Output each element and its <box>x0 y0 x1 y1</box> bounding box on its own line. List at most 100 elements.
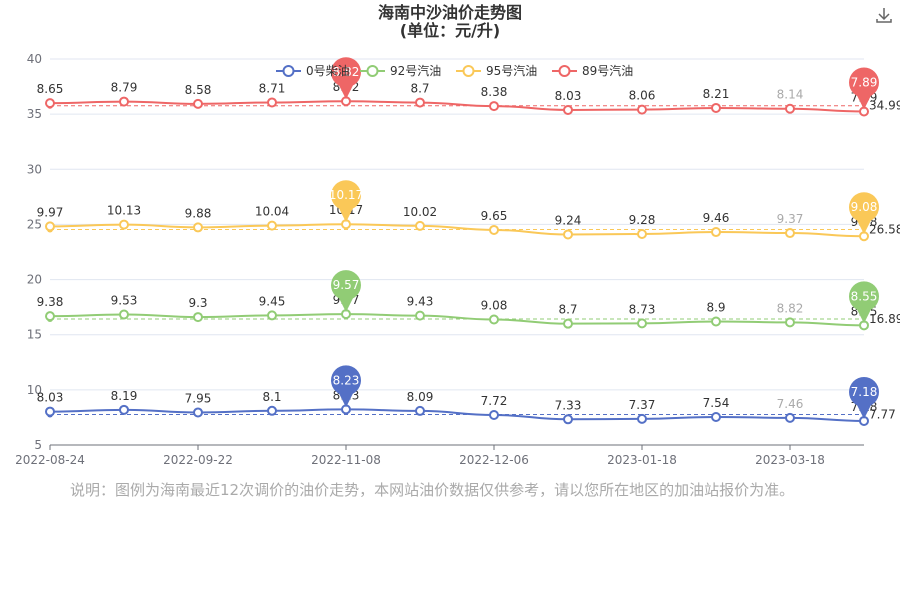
data-label: 9.65 <box>481 209 508 223</box>
data-label: 8.58 <box>185 83 212 97</box>
pin-label: 7.89 <box>851 75 878 89</box>
data-label: 8.09 <box>407 390 434 404</box>
data-point <box>563 104 573 115</box>
series-line <box>49 100 865 113</box>
data-point <box>119 404 129 415</box>
data-label: 9.08 <box>481 298 508 312</box>
data-label: 8.82 <box>777 301 804 315</box>
data-label: 9.24 <box>555 213 582 227</box>
footnote: 说明：图例为海南最近12次调价的油价走势，本网站油价数据仅供参考，请以您所在地区… <box>70 481 795 499</box>
data-label: 8.06 <box>629 89 656 103</box>
data-label: 10.02 <box>403 205 437 219</box>
average-label: 16.89 <box>869 312 900 326</box>
x-tick-label: 2022-09-22 <box>163 453 233 467</box>
data-label: 9.28 <box>629 213 656 227</box>
legend-item[interactable]: 92号汽油 <box>360 63 441 78</box>
max-pin: 10.17 <box>329 180 363 223</box>
chart-subtitle: (单位：元/升) <box>399 21 501 40</box>
y-tick-label: 20 <box>27 273 42 287</box>
data-point <box>785 103 795 114</box>
data-point <box>415 405 425 416</box>
legend-label: 92号汽油 <box>390 63 441 78</box>
data-point <box>267 405 277 416</box>
y-tick-label: 10 <box>27 383 42 397</box>
data-point <box>119 219 129 230</box>
y-tick-label: 25 <box>27 217 42 231</box>
data-label: 8.9 <box>706 300 725 314</box>
y-tick-label: 40 <box>27 52 42 66</box>
min-pin: 8.55 <box>849 281 879 324</box>
download-icon[interactable] <box>874 5 894 25</box>
min-pin: 7.89 <box>849 67 879 110</box>
data-point <box>785 228 795 239</box>
data-point <box>637 104 647 115</box>
data-label: 7.33 <box>555 398 582 412</box>
legend-label: 95号汽油 <box>486 63 537 78</box>
legend-marker <box>462 65 475 77</box>
chart-title: 海南中沙油价走势图 <box>377 3 522 22</box>
data-label: 7.54 <box>703 396 730 410</box>
data-label: 8.19 <box>111 389 138 403</box>
data-point <box>711 411 721 422</box>
min-pin: 9.08 <box>849 192 879 235</box>
data-point <box>563 229 573 240</box>
data-label: 10.04 <box>255 205 289 219</box>
data-point <box>193 222 203 233</box>
data-label: 8.38 <box>481 85 508 99</box>
data-point <box>119 309 129 320</box>
pin-label: 8.82 <box>333 65 360 79</box>
max-pin: 9.57 <box>331 270 361 313</box>
grid-lines <box>50 58 864 391</box>
legend-marker <box>366 65 379 77</box>
average-label: 7.77 <box>869 407 896 421</box>
series-line <box>49 223 865 238</box>
average-label: 26.58 <box>869 222 900 236</box>
pin-label: 9.08 <box>851 200 878 214</box>
data-point <box>45 98 55 109</box>
data-point <box>711 102 721 113</box>
pin-label: 8.55 <box>851 289 878 303</box>
data-point <box>637 413 647 424</box>
data-point <box>563 318 573 329</box>
data-point <box>711 227 721 238</box>
legend-item[interactable]: 0号柴油 <box>276 64 350 78</box>
x-tick-label: 2022-11-08 <box>311 453 381 467</box>
data-label: 7.72 <box>481 394 508 408</box>
data-point <box>489 410 499 421</box>
data-point <box>193 312 203 323</box>
data-point <box>415 310 425 321</box>
series-line <box>49 408 865 422</box>
legend-marker <box>282 65 295 77</box>
data-label: 9.38 <box>37 295 64 309</box>
data-point <box>415 97 425 108</box>
data-point <box>785 317 795 328</box>
data-point <box>637 318 647 329</box>
data-label: 9.88 <box>185 206 212 220</box>
legend-item[interactable]: 89号汽油 <box>552 63 633 78</box>
legend-label: 0号柴油 <box>306 64 350 78</box>
data-point <box>267 310 277 321</box>
data-point <box>193 98 203 109</box>
data-point <box>489 314 499 325</box>
max-pin: 8.82 <box>331 57 361 100</box>
legend-label: 89号汽油 <box>582 63 633 78</box>
data-point <box>119 96 129 107</box>
data-label: 8.03 <box>37 391 64 405</box>
data-point <box>45 406 55 417</box>
data-label: 9.43 <box>407 295 434 309</box>
pin-label: 9.57 <box>333 278 360 292</box>
data-label: 8.03 <box>555 89 582 103</box>
data-label: 9.97 <box>37 205 64 219</box>
x-tick-label: 2022-12-06 <box>459 453 529 467</box>
data-point <box>637 229 647 240</box>
data-point <box>45 311 55 322</box>
pin-label: 8.23 <box>333 373 360 387</box>
y-tick-label: 15 <box>27 328 42 342</box>
legend-item[interactable]: 95号汽油 <box>456 63 537 78</box>
x-tick-label: 2023-03-18 <box>755 453 825 467</box>
data-point <box>267 97 277 108</box>
pin-label: 7.18 <box>851 385 878 399</box>
axes: 5 10 15 20 25 30 35 40 2022-08-24 2022-09-22 2022-… <box>15 52 864 467</box>
data-point <box>563 414 573 425</box>
